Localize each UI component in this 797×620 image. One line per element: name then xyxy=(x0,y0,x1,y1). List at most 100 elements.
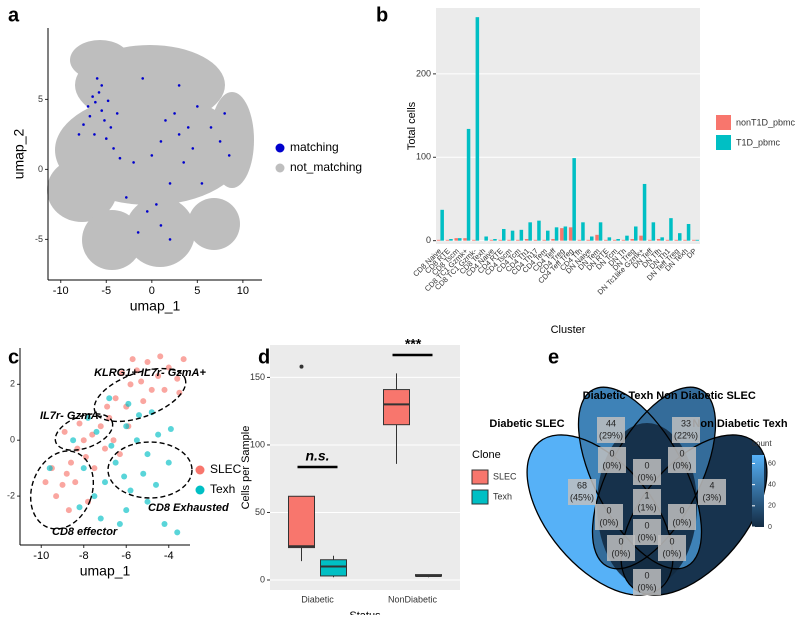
y-tick-label: 100 xyxy=(250,439,265,449)
annotation: KLRG1+ IL7r- GzmA+ xyxy=(94,367,206,379)
y-tick-label: 50 xyxy=(255,507,265,517)
y-tick-label: 0 xyxy=(38,164,43,174)
legend-key xyxy=(716,115,731,130)
colorbar-label: 60 xyxy=(768,460,776,467)
bar xyxy=(665,239,670,241)
x-axis-label: Status xyxy=(349,610,381,615)
legend-label: SLEC xyxy=(493,471,517,481)
point xyxy=(144,498,151,505)
region-label-box xyxy=(607,535,635,561)
panel-letter: a xyxy=(8,4,20,26)
bar xyxy=(625,235,629,241)
point xyxy=(106,99,110,103)
region-count: 1 xyxy=(644,490,649,500)
point xyxy=(132,161,135,164)
region-count: 0 xyxy=(644,520,649,530)
point xyxy=(102,445,108,452)
bar xyxy=(607,237,612,241)
point xyxy=(141,77,145,80)
region-label-box xyxy=(595,504,623,530)
point xyxy=(42,479,49,486)
point xyxy=(95,77,99,80)
point xyxy=(63,470,70,477)
x-axis-label: umap_1 xyxy=(130,298,181,314)
point xyxy=(119,370,125,377)
point xyxy=(174,375,181,382)
bar xyxy=(454,238,458,241)
point xyxy=(80,437,87,444)
bar xyxy=(639,235,643,241)
point xyxy=(116,521,123,528)
set-name: Diabetic Texh xyxy=(583,390,654,402)
point xyxy=(159,140,163,143)
bar xyxy=(502,228,506,241)
region-percent: (0%) xyxy=(611,548,630,558)
point xyxy=(155,372,162,379)
legend-key xyxy=(716,135,731,150)
region-label-box xyxy=(568,479,596,505)
bar xyxy=(498,239,502,241)
region-percent: (0%) xyxy=(602,460,621,470)
bar xyxy=(436,239,441,241)
x-tick-label: Diabetic xyxy=(301,594,334,604)
box xyxy=(288,495,315,549)
bar xyxy=(493,238,497,241)
point xyxy=(140,470,147,477)
point xyxy=(177,133,181,136)
point xyxy=(86,105,90,108)
umap-cloud xyxy=(47,158,117,222)
bar xyxy=(537,220,541,241)
y-tick-label: -2 xyxy=(7,490,15,500)
point xyxy=(177,84,181,87)
bar xyxy=(577,239,582,241)
region-percent: (1%) xyxy=(637,502,656,512)
x-tick-label: DP xyxy=(685,246,699,260)
region-percent: (0%) xyxy=(637,472,656,482)
bar xyxy=(595,234,599,241)
x-tick-label: -10 xyxy=(33,550,49,562)
point xyxy=(155,431,162,438)
y-tick-label: 2 xyxy=(10,379,15,389)
bar xyxy=(484,236,488,241)
legend-key xyxy=(195,485,205,495)
cluster-outline xyxy=(54,413,114,451)
legend-key xyxy=(275,143,285,153)
y-axis-label: Cells per Sample xyxy=(240,426,252,510)
region-label-box xyxy=(668,504,696,530)
point xyxy=(61,428,68,435)
bar xyxy=(648,239,652,241)
legend-title: Clone xyxy=(472,449,501,461)
region-percent: (0%) xyxy=(672,460,691,470)
bar xyxy=(581,222,585,241)
point xyxy=(89,431,96,438)
point xyxy=(85,414,91,421)
colorbar-label: 0 xyxy=(768,524,772,531)
point xyxy=(168,238,172,241)
x-axis-label: Cluster xyxy=(551,324,586,336)
x-tick-label: 5 xyxy=(194,285,200,297)
x-tick-label: 0 xyxy=(149,285,155,297)
umap-cloud xyxy=(188,198,240,250)
umap-cloud xyxy=(125,197,195,267)
region-label-box xyxy=(668,447,696,473)
y-axis-label: Total cells xyxy=(406,101,418,150)
point xyxy=(165,459,172,466)
bar xyxy=(507,239,511,241)
point xyxy=(125,196,128,199)
bar xyxy=(572,158,576,241)
point xyxy=(104,403,111,410)
point xyxy=(65,507,72,514)
point xyxy=(182,161,185,164)
point xyxy=(82,123,85,126)
x-tick-label: -10 xyxy=(53,285,69,297)
set-name: Non Diabetic SLEC xyxy=(656,390,756,402)
point xyxy=(53,493,60,500)
point xyxy=(88,114,92,118)
set-name: Diabetic SLEC xyxy=(489,418,564,430)
legend-label: matching xyxy=(290,140,339,154)
significance-label: *** xyxy=(404,336,421,352)
point xyxy=(174,529,181,536)
point xyxy=(136,412,142,419)
point xyxy=(115,112,119,115)
legend-key xyxy=(275,163,285,173)
